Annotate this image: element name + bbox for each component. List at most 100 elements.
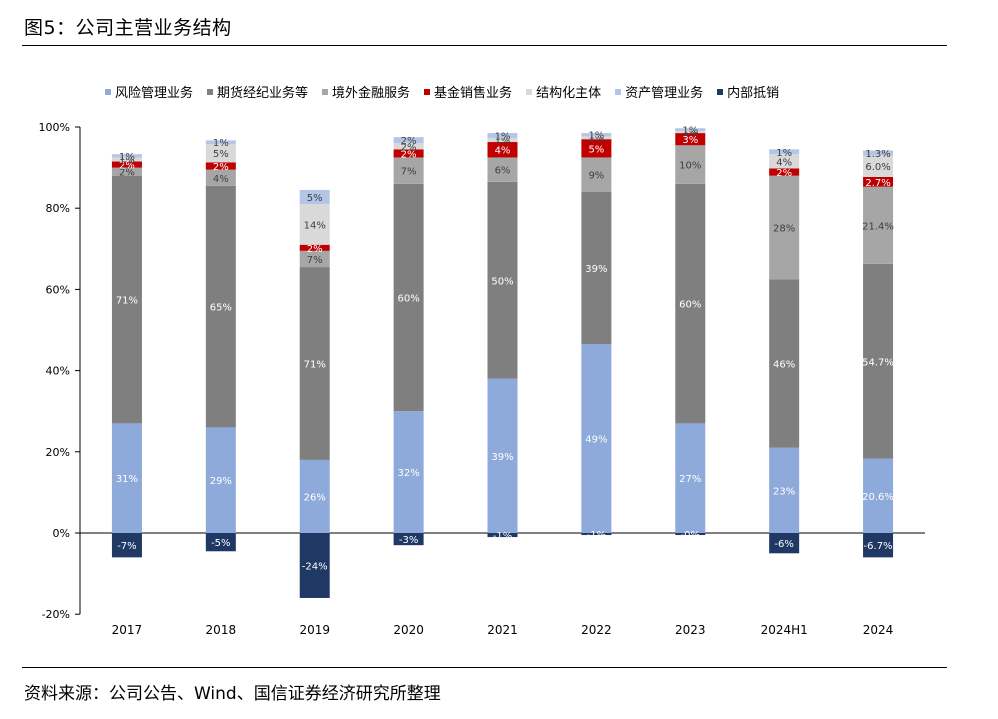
legend-label: 期货经纪业务等 [217,86,309,101]
data-label: 28% [773,223,795,234]
legend-label: 境外金融服务 [332,86,411,101]
bar-segment-6 [769,149,800,155]
bar-segment-2 [675,183,706,424]
bar-segment-2 [299,267,330,460]
bar-segment-1 [111,423,142,533]
bar-segment-2 [487,181,518,379]
legend-item-5: 结构化主体 [526,82,601,101]
bar-segment-6 [299,189,330,205]
data-label: 1% [495,136,511,147]
bar-segment-3 [675,145,706,184]
legend-label: 资产管理业务 [625,86,704,101]
data-label: -0% [681,530,700,541]
data-label: 1% [682,128,698,139]
data-label: 65% [210,303,232,314]
bar-segment-3 [299,250,330,268]
x-tick-label: 2017 [112,623,143,637]
bar-segment-1 [581,344,612,533]
legend-item-6: 资产管理业务 [615,82,703,101]
data-label: 2.7% [865,178,890,189]
y-tick-label: 80% [46,202,70,215]
data-label: 2% [401,149,417,160]
data-label: 26% [304,492,326,503]
x-tick-label: 2023 [675,623,706,637]
data-label: 71% [304,359,326,370]
bar-segment-7 [299,533,330,598]
data-label: 5% [588,144,604,155]
bar-segment-5 [675,131,706,134]
data-label: 71% [116,296,138,307]
bar-segment-2 [769,279,800,448]
bar-segment-3 [769,175,800,280]
data-label: 2% [119,161,135,172]
data-label: 27% [679,474,701,485]
data-label: 1% [588,131,604,142]
data-label: 46% [773,359,795,370]
legend-swatch [717,88,724,95]
bar-segment-7 [769,533,800,554]
bar-segment-7 [111,533,142,558]
legend-swatch [105,88,111,95]
figure-title: 图5：公司主营业务结构 [24,17,232,39]
data-label: -5% [211,538,230,549]
data-label: 2% [119,168,135,179]
bar-segment-4 [581,139,612,158]
bar-segment-6 [205,140,236,145]
bar-segment-4 [769,168,800,176]
data-label: -6.7% [864,541,893,552]
data-label: 1.3% [865,149,890,160]
data-label: -7% [117,541,136,552]
bar-segment-5 [487,137,518,143]
bar-segment-4 [111,161,142,168]
bar-segment-7 [393,533,424,546]
data-label: 2% [307,244,323,255]
legend-label: 基金销售业务 [434,86,513,101]
legend-item-2: 期货经纪业务等 [207,82,308,101]
data-label: 3% [682,135,698,146]
y-tick-label: -20% [42,608,70,621]
legend-item-4: 基金销售业务 [424,82,512,101]
bar-segment-5 [769,154,800,169]
bar-segment-5 [111,157,142,162]
data-label: 14% [304,220,326,231]
bar-segment-7 [675,533,706,536]
y-tick-label: 40% [46,365,70,378]
data-label: 49% [585,435,607,446]
bar-segment-3 [581,157,612,192]
bar-segment-3 [205,169,236,186]
x-tick-label: 2018 [206,623,237,637]
title-divider [22,45,947,46]
bar-segment-2 [863,263,894,459]
data-label: 50% [491,276,513,287]
data-label: 32% [397,468,419,479]
data-label: 4% [213,174,229,185]
data-label: -24% [302,561,328,572]
data-label: 9% [588,171,604,182]
data-label: 1% [495,132,511,143]
bar-segment-1 [205,427,236,533]
bar-segment-5 [393,143,424,150]
legend-swatch [424,88,431,95]
bar-segment-4 [487,142,518,158]
y-tick-label: 100% [39,121,70,134]
bar-segment-4 [299,244,330,251]
bar-segment-4 [675,133,706,146]
data-label: 60% [397,294,419,305]
data-label: 1% [776,148,792,159]
legend-swatch [207,88,214,95]
bar-segment-5 [863,155,894,177]
bar-segment-3 [393,157,424,184]
legend-label: 内部抵销 [727,86,780,101]
bar-segment-1 [769,447,800,533]
data-label: 21.4% [862,221,894,232]
bar-segment-6 [675,128,706,132]
legend-swatch [322,88,329,95]
data-label: 60% [679,300,701,311]
x-tick-label: 2019 [299,623,330,637]
data-label: 10% [679,161,701,172]
data-label: 7% [401,167,417,178]
bar-segment-4 [205,162,236,170]
bar-segment-5 [205,144,236,163]
bar-segment-6 [487,133,518,138]
